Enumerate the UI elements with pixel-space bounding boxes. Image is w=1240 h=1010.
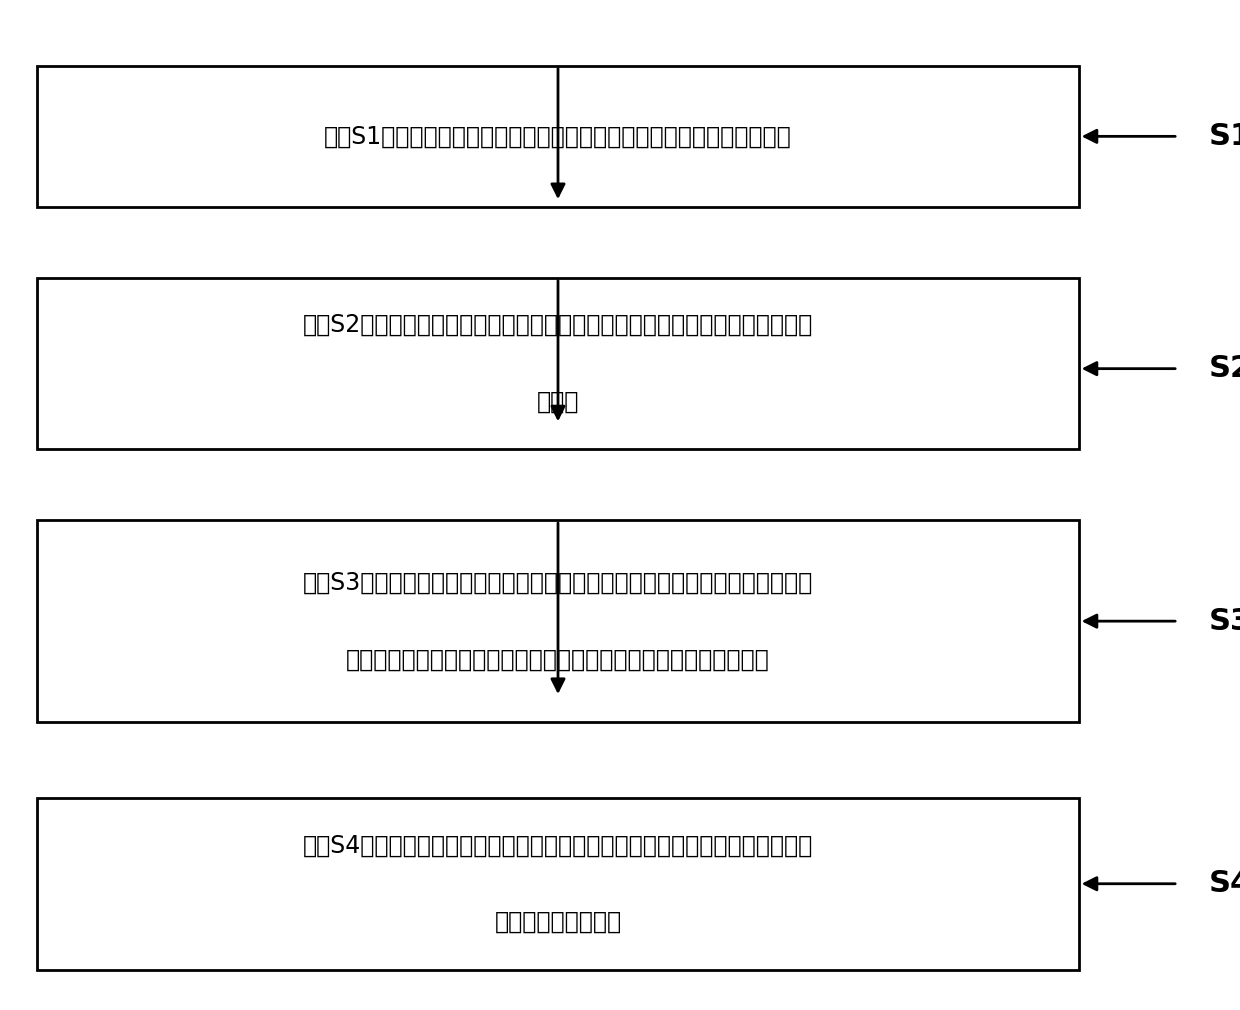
Text: 步骤S2、于接收到选择命令后，根据选择命令从目标机台的服务器下载待检查程: 步骤S2、于接收到选择命令后，根据选择命令从目标机台的服务器下载待检查程 [303,313,813,337]
Bar [37,520,1079,722]
Text: S2: S2 [1209,355,1240,383]
Text: S3: S3 [1209,607,1240,635]
Text: 步骤S4、对待检查参数报表进行正确性检查以获得对应待检查程式文件的检查结: 步骤S4、对待检查参数报表进行正确性检查以获得对应待检查程式文件的检查结 [303,833,813,857]
Text: 步骤S3、采用根据待检查文件的文件格式逐行遍历待检查文件的导弹攻击策略分: 步骤S3、采用根据待检查文件的文件格式逐行遍历待检查文件的导弹攻击策略分 [303,571,813,595]
Text: S4: S4 [1209,870,1240,898]
Bar [37,278,1079,449]
Bar [37,66,1079,207]
Text: 果，并输出检查结果: 果，并输出检查结果 [495,910,621,934]
Bar [37,798,1079,970]
Text: 别对待检查文件中的每个程式收集待检查参数，生成待检查参数报表: 别对待检查文件中的每个程式收集待检查参数，生成待检查参数报表 [346,647,770,672]
Text: S1: S1 [1209,122,1240,150]
Text: 式文件: 式文件 [537,390,579,414]
Text: 步骤S1、接收用户输入的选择命令，从多个离子注入机台中选择目标机台: 步骤S1、接收用户输入的选择命令，从多个离子注入机台中选择目标机台 [324,124,792,148]
